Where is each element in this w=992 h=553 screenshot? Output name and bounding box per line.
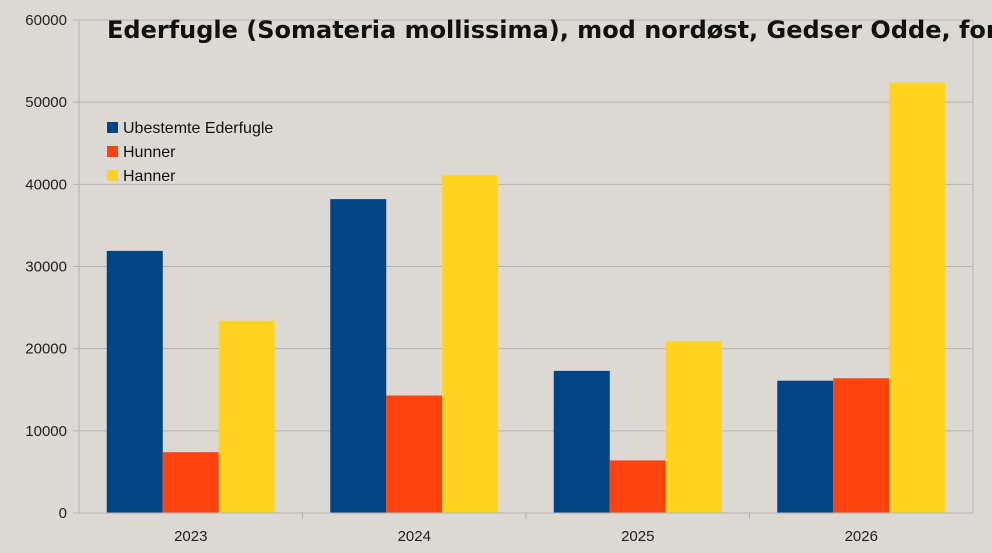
bar — [106, 250, 163, 513]
legend-label: Ubestemte Ederfugle — [123, 120, 273, 137]
legend-swatch — [107, 170, 118, 181]
y-tick-label: 10000 — [25, 423, 67, 440]
chart-title: Ederfugle (Somateria mollissima), mod no… — [107, 15, 992, 44]
bars — [106, 82, 946, 514]
x-tick-labels: 2023 2024 2025 2026 — [174, 528, 878, 545]
x-tick-label: 2024 — [398, 528, 431, 545]
x-tick-label: 2025 — [621, 528, 654, 545]
y-tick-label: 30000 — [25, 259, 67, 276]
y-tick-label: 50000 — [25, 94, 67, 111]
legend-swatch — [107, 122, 118, 133]
axes — [78, 20, 974, 519]
y-tick-labels: 0 10000 20000 30000 40000 50000 60000 — [25, 12, 67, 522]
bar — [833, 378, 890, 513]
legend-label: Hanner — [123, 168, 176, 185]
x-tick-label: 2026 — [845, 528, 878, 545]
bar — [218, 320, 275, 513]
y-tick-label: 20000 — [25, 341, 67, 358]
bar — [442, 175, 499, 514]
bar — [777, 380, 834, 513]
legend-swatch — [107, 146, 118, 157]
y-tick-label: 60000 — [25, 12, 67, 29]
bar — [665, 341, 722, 513]
bar — [330, 199, 387, 513]
x-tick-label: 2023 — [174, 528, 207, 545]
legend: Ubestemte Ederfugle Hunner Hanner — [107, 120, 273, 185]
bar — [553, 370, 610, 513]
y-tick-label: 40000 — [25, 176, 67, 193]
y-tick-label: 0 — [59, 505, 67, 522]
bar — [386, 395, 443, 513]
bar — [609, 460, 666, 513]
bar — [889, 82, 946, 514]
legend-label: Hunner — [123, 144, 176, 161]
bar — [162, 452, 219, 513]
